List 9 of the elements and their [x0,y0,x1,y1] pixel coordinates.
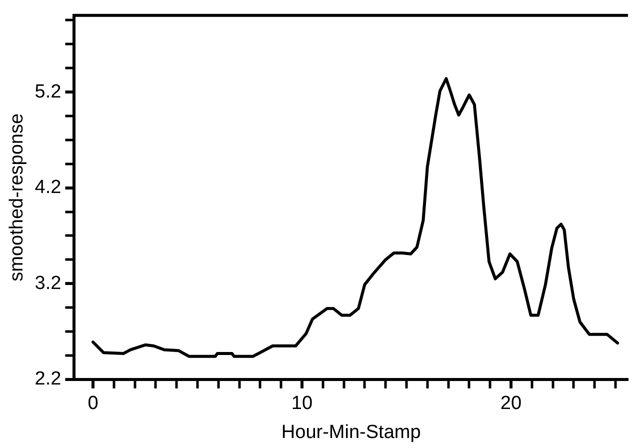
y-tick-label: 3.2 [34,272,62,294]
y-tick-label: 2.2 [34,368,62,390]
x-axis-title: Hour-Min-Stamp [281,422,421,443]
x-tick-label: 0 [88,393,98,414]
y-tick-label: 5.2 [34,81,62,102]
y-tick-label: 4.2 [34,177,62,198]
y-axis-title: smoothed-response [6,113,28,282]
x-tick-label: 20 [500,393,522,414]
x-tick-label: 10 [291,393,313,414]
